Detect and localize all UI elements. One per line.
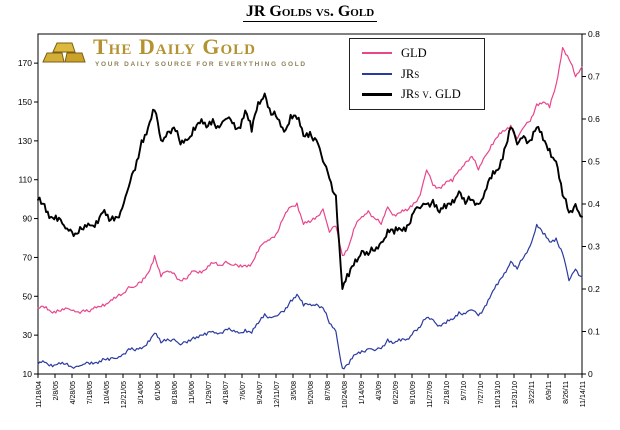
series-gld: [37, 47, 583, 314]
x-axis-tick-label: 3/14/06: [138, 381, 145, 404]
series-jrs: [37, 223, 583, 370]
chart-svg: 10 30 50 70 90 110 130 150 170 0 0.1 0.2 0.3 0.4 0.5 0.…: [18, 29, 600, 408]
x-axis-tick-label: 9/10/09: [410, 381, 417, 404]
x-axis-tick-label: 7/27/10: [478, 381, 485, 404]
logo-text: The Daily Gold YOUR DAILY SOURCE FOR EVE…: [93, 34, 307, 69]
left-axis-tick-label: 10: [23, 369, 33, 379]
legend-line-sample: [362, 52, 392, 55]
legend-item-label: JRs v. GLD: [401, 87, 461, 101]
legend-item: JRs v. GLD: [362, 88, 472, 101]
x-axis-tick-label: 11/18/04: [36, 381, 43, 408]
x-axis-tick-label: 3/5/08: [291, 381, 298, 401]
x-axis-tick-label: 11/27/09: [427, 381, 434, 408]
daily-gold-logo: The Daily Gold YOUR DAILY SOURCE FOR EVE…: [42, 36, 307, 68]
x-axis-tick-label: 8/7/08: [325, 381, 332, 401]
x-axis-tick-label: 11/14/11: [580, 381, 587, 407]
right-axis-tick-label: 0: [588, 369, 593, 379]
left-axis-tick-label: 70: [23, 252, 33, 262]
x-axis-tick-label: 8/26/11: [563, 381, 570, 404]
x-axis-tick-label: 7/18/05: [87, 381, 94, 404]
left-axis-tick-label: 90: [23, 214, 33, 224]
right-axis-tick-label: 0.1: [588, 327, 600, 337]
legend-item: JRs: [362, 66, 472, 81]
right-axis-tick-label: 0.8: [588, 29, 600, 39]
x-axis-tick-label: 6/22/09: [393, 381, 400, 404]
x-axis-tick-label: 1/29/07: [206, 381, 213, 404]
x-axis-tick-label: 3/22/11: [529, 381, 536, 404]
logo-name: The Daily Gold: [93, 34, 256, 59]
x-axis-tick-label: 5/20/08: [308, 381, 315, 404]
x-axis-tick-label: 11/6/06: [189, 381, 196, 404]
x-axis-tick-label: 12/31/10: [512, 381, 519, 408]
x-axis-tick-label: 9/24/07: [257, 381, 264, 404]
series-jrs-v-gld: [37, 92, 583, 290]
left-axis-tick-label: 30: [23, 330, 33, 340]
chart-title: JR Golds vs. Gold: [0, 3, 620, 22]
right-axis-tick-label: 0.4: [588, 199, 600, 209]
left-axis-tick-label: 110: [18, 175, 32, 185]
x-axis-tick-label: 12/21/05: [121, 381, 128, 408]
x-axis-tick-label: 1/14/09: [359, 381, 366, 404]
legend: GLD JRs JRs v. GLD: [349, 38, 485, 110]
left-axis-tick-label: 130: [18, 136, 32, 146]
left-axis-tick-label: 170: [18, 58, 32, 68]
plot-frame: [37, 33, 583, 375]
x-axis-tick-label: 10/13/10: [495, 381, 502, 408]
x-axis-tick-label: 6/1/06: [155, 381, 162, 401]
legend-item: GLD: [362, 47, 472, 60]
x-axis-tick-label: 5/7/10: [461, 381, 468, 401]
gold-bars-icon: [42, 42, 86, 63]
legend-line-sample: [362, 72, 392, 75]
x-axis-tick-label: 4/28/05: [70, 381, 77, 404]
right-axis-tick-label: 0.7: [588, 72, 600, 82]
left-axis-tick-label: 50: [23, 291, 33, 301]
x-axis-tick-label: 6/9/11: [546, 381, 553, 400]
legend-item-label: GLD: [401, 46, 427, 60]
legend-item-label: JRs: [401, 66, 420, 81]
right-axis-tick-label: 0.3: [588, 242, 600, 252]
x-axis-tick-label: 2/8/05: [53, 381, 60, 401]
legend-line-sample: [362, 92, 392, 96]
x-axis-tick-label: 2/18/10: [444, 381, 451, 404]
x-axis-tick-label: 12/11/07: [274, 381, 281, 408]
right-axis-tick-label: 0.5: [588, 157, 600, 167]
x-axis-tick-label: 10/24/08: [342, 381, 349, 408]
chart-title-text: JR Golds vs. Gold: [242, 3, 378, 22]
left-axis-tick-label: 150: [18, 97, 32, 107]
x-axis-tick-label: 8/18/06: [172, 381, 179, 404]
x-axis-tick-label: 10/4/05: [104, 381, 111, 404]
right-axis-tick-label: 0.2: [588, 284, 600, 294]
logo-tagline: YOUR DAILY SOURCE FOR EVERYTHING GOLD: [95, 61, 307, 68]
right-axis-tick-label: 0.6: [588, 114, 600, 124]
x-axis-tick-label: 4/18/07: [223, 381, 230, 404]
x-axis-tick-label: 7/6/07: [240, 381, 247, 401]
x-axis-tick-label: 4/3/09: [376, 381, 383, 401]
